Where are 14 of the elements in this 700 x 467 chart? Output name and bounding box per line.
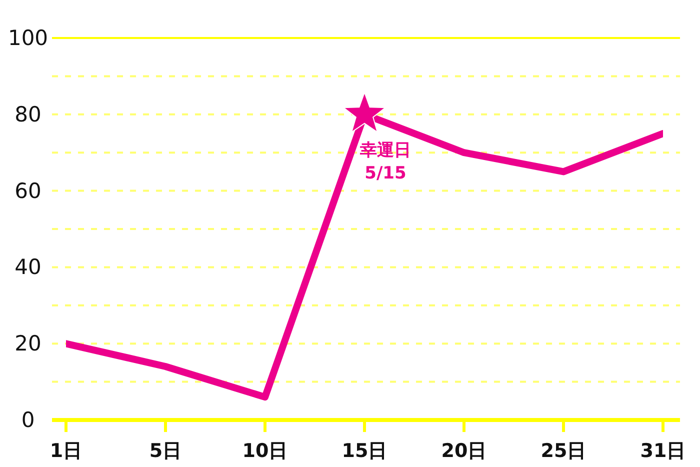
x-tick-label: 10日 [242, 440, 288, 462]
x-tick-label: 5日 [149, 440, 182, 462]
y-tick-label: 80 [14, 102, 42, 126]
x-tick-label: 20日 [441, 440, 487, 462]
y-tick-label: 0 [21, 408, 35, 432]
y-tick-label: 60 [14, 178, 42, 203]
x-tick-label: 25日 [540, 440, 586, 462]
x-tick-label: 15日 [342, 440, 388, 462]
y-tick-label: 100 [8, 26, 48, 50]
x-tick-label: 31日 [640, 440, 686, 462]
y-tick-label: 40 [14, 255, 42, 280]
y-tick-label: 20 [14, 332, 42, 356]
x-tick-label: 1日 [50, 440, 82, 462]
annotation: 幸運日 5/15 [359, 140, 411, 184]
